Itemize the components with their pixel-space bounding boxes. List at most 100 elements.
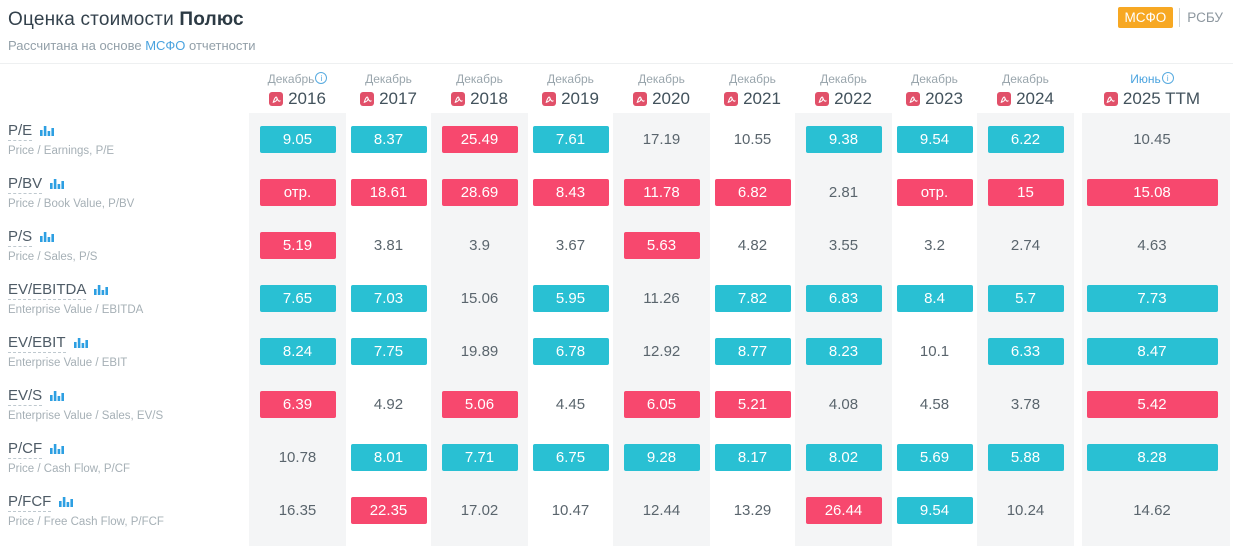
value-cell-ev-ebitda-2020: 11.26 [616, 290, 707, 307]
column-year: 2025 TTM [1071, 89, 1233, 109]
value-cell-ps-2021: 4.82 [707, 237, 798, 254]
value-cell-ev-ebitda-2021: 7.82 [707, 285, 798, 312]
metric-value-badge: 6.83 [805, 285, 882, 312]
value-cell-pbv-2025ttm: 15.08 [1071, 179, 1233, 206]
bar-chart-icon[interactable] [94, 282, 109, 300]
pdf-report-icon[interactable] [633, 92, 648, 106]
metric-label[interactable]: EV/EBITDA [8, 281, 87, 300]
metric-value-badge: 5.21 [714, 391, 791, 418]
value-cell-pcf-2016: 10.78 [252, 449, 343, 466]
metric-label[interactable]: EV/S [8, 387, 43, 406]
metric-value-badge: 5.7 [987, 285, 1064, 312]
metric-label[interactable]: P/FCF [8, 493, 52, 512]
value-cell-pcf-2021: 8.17 [707, 444, 798, 471]
pdf-report-icon[interactable] [815, 92, 830, 106]
value-cell-pbv-2017: 18.61 [343, 179, 434, 206]
bar-chart-icon[interactable] [40, 229, 55, 247]
value-cell-pbv-2024: 15 [980, 179, 1071, 206]
column-header-2017: Декабрь 2017 [343, 70, 434, 113]
info-icon[interactable]: i [1161, 72, 1174, 84]
metric-label[interactable]: P/CF [8, 440, 43, 459]
pdf-report-icon[interactable] [360, 92, 375, 106]
bar-chart-icon[interactable] [73, 335, 88, 353]
metric-value: 4.92 [373, 396, 404, 413]
value-cell-ev-s-2021: 5.21 [707, 391, 798, 418]
column-year-label: 2023 [925, 89, 963, 108]
value-cell-pcf-2018: 7.71 [434, 444, 525, 471]
column-month-label: Декабрь [456, 72, 503, 86]
metric-value-badge: 5.06 [441, 391, 518, 418]
pdf-report-icon[interactable] [724, 92, 739, 106]
metric-value: 2.74 [1010, 237, 1041, 254]
value-cell-ev-s-2025ttm: 5.42 [1071, 391, 1233, 418]
bar-chart-icon[interactable] [40, 123, 55, 141]
metric-value-badge: 8.77 [714, 338, 791, 365]
toggle-msfo-button[interactable]: МСФО [1117, 7, 1174, 28]
metric-label[interactable]: P/E [8, 122, 33, 141]
metric-value: 17.19 [642, 131, 681, 148]
value-cell-ev-ebitda-2018: 15.06 [434, 290, 525, 307]
bar-chart-icon[interactable] [50, 388, 65, 406]
column-header-2020: Декабрь 2020 [616, 70, 707, 113]
value-cell-pcf-2022: 8.02 [798, 444, 889, 471]
metric-value: 10.55 [733, 131, 772, 148]
msfo-link[interactable]: МСФО [145, 38, 186, 53]
metric-row-pcf: P/CF Price / Cash Flow, P/CF 10.78 8.01 7.… [0, 431, 1233, 484]
value-cell-ev-s-2018: 5.06 [434, 391, 525, 418]
metric-value-badge: 9.28 [623, 444, 700, 471]
bar-chart-icon[interactable] [50, 441, 65, 459]
value-cell-ev-ebit-2019: 6.78 [525, 338, 616, 365]
info-icon[interactable]: i [315, 72, 328, 84]
metric-label-cell: P/CF Price / Cash Flow, P/CF [0, 440, 252, 475]
metric-label[interactable]: P/S [8, 228, 33, 247]
pdf-report-icon[interactable] [1103, 92, 1118, 106]
pdf-report-icon[interactable] [997, 92, 1012, 106]
metric-value: 2.81 [828, 184, 859, 201]
value-cell-pbv-2016: отр. [252, 179, 343, 206]
metric-row-pfcf: P/FCF Price / Free Cash Flow, P/FCF 16.3… [0, 484, 1233, 537]
column-header-2016: Декабрь i 2016 [252, 70, 343, 113]
value-cell-pe-2017: 8.37 [343, 126, 434, 153]
metric-description: Price / Free Cash Flow, P/FCF [8, 516, 164, 528]
value-cell-ps-2025ttm: 4.63 [1071, 237, 1233, 254]
metric-value-badge: 9.54 [896, 497, 973, 524]
metric-value-badge: 7.03 [350, 285, 427, 312]
metric-value: 10.45 [1133, 131, 1171, 148]
metric-value-badge: 8.4 [896, 285, 973, 312]
metric-description: Enterprise Value / Sales, EV/S [8, 410, 164, 422]
pdf-report-icon[interactable] [906, 92, 921, 106]
table-body: P/E Price / Earnings, P/E 9.05 8.37 25.49 7… [0, 113, 1233, 537]
value-cell-pcf-2019: 6.75 [525, 444, 616, 471]
column-stripe-2022 [795, 113, 892, 546]
toggle-divider [1179, 8, 1181, 27]
metric-value: 3.67 [555, 237, 586, 254]
column-year-label: 2022 [834, 89, 872, 108]
pdf-report-icon[interactable] [269, 92, 284, 106]
metric-label[interactable]: EV/EBIT [8, 334, 66, 353]
value-cell-ev-ebit-2025ttm: 8.47 [1071, 338, 1233, 365]
metric-row-ev-s: EV/S Enterprise Value / Sales, EV/S 6.39… [0, 378, 1233, 431]
bar-chart-icon[interactable] [59, 494, 74, 512]
value-cell-ps-2024: 2.74 [980, 237, 1071, 254]
metric-description: Price / Sales, P/S [8, 251, 98, 263]
column-year-label: 2021 [743, 89, 781, 108]
valuation-table: Декабрь i 2016 Декабрь 2017 Декабрь 2018 … [0, 63, 1233, 546]
metric-value: 3.2 [924, 237, 945, 254]
pdf-report-icon[interactable] [542, 92, 557, 106]
value-cell-pe-2023: 9.54 [889, 126, 980, 153]
pdf-report-icon[interactable] [451, 92, 466, 106]
bar-chart-icon[interactable] [50, 176, 65, 194]
metric-value: 10.24 [1006, 502, 1045, 519]
value-cell-ev-s-2020: 6.05 [616, 391, 707, 418]
metric-value: 16.35 [278, 502, 317, 519]
metric-value: 13.29 [733, 502, 772, 519]
metric-row-ps: P/S Price / Sales, P/S 5.19 3.81 3.9 3.67 5.… [0, 219, 1233, 272]
metric-value-badge: 8.01 [350, 444, 427, 471]
toggle-rsbu-button[interactable]: РСБУ [1187, 10, 1223, 25]
metric-value-badge: 8.28 [1086, 444, 1218, 471]
value-cell-ev-ebit-2016: 8.24 [252, 338, 343, 365]
metric-value-badge: 5.95 [532, 285, 609, 312]
metric-value-badge: 25.49 [441, 126, 518, 153]
value-cell-pfcf-2018: 17.02 [434, 502, 525, 519]
metric-label[interactable]: P/BV [8, 175, 43, 194]
